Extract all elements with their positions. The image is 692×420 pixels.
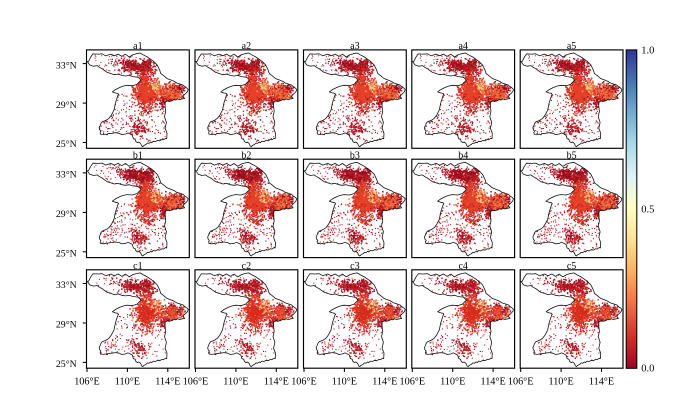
svg-text:106°E: 106°E (400, 376, 426, 387)
svg-text:106°E: 106°E (291, 376, 317, 387)
svg-text:110°E: 110°E (332, 376, 357, 387)
svg-text:0.5: 0.5 (641, 205, 654, 216)
svg-text:110°E: 110°E (548, 376, 573, 387)
svg-text:110°E: 110°E (440, 376, 465, 387)
svg-text:b1: b1 (133, 150, 143, 161)
svg-text:33°N: 33°N (56, 60, 77, 71)
svg-text:29°N: 29°N (56, 209, 77, 220)
svg-text:a5: a5 (567, 41, 576, 52)
svg-text:c5: c5 (567, 261, 576, 272)
svg-text:a2: a2 (242, 41, 251, 52)
svg-text:29°N: 29°N (56, 100, 77, 111)
svg-text:110°E: 110°E (223, 376, 248, 387)
svg-text:c3: c3 (350, 261, 359, 272)
svg-text:a1: a1 (133, 41, 142, 52)
svg-text:25°N: 25°N (56, 359, 77, 370)
svg-text:c1: c1 (133, 261, 142, 272)
svg-text:c2: c2 (242, 261, 251, 272)
svg-text:b2: b2 (241, 150, 251, 161)
svg-text:a3: a3 (350, 41, 359, 52)
svg-text:114°E: 114°E (155, 376, 180, 387)
svg-text:114°E: 114°E (372, 376, 397, 387)
svg-text:b3: b3 (350, 150, 360, 161)
svg-text:33°N: 33°N (56, 280, 77, 291)
svg-text:1.0: 1.0 (641, 45, 654, 56)
svg-text:b5: b5 (567, 150, 577, 161)
svg-text:114°E: 114°E (264, 376, 289, 387)
svg-text:106°E: 106°E (508, 376, 534, 387)
svg-text:106°E: 106°E (74, 376, 100, 387)
svg-text:110°E: 110°E (115, 376, 140, 387)
svg-text:25°N: 25°N (56, 139, 77, 150)
svg-text:25°N: 25°N (56, 249, 77, 260)
svg-text:106°E: 106°E (183, 376, 209, 387)
svg-text:114°E: 114°E (589, 376, 614, 387)
svg-text:b4: b4 (458, 150, 468, 161)
svg-text:c4: c4 (458, 261, 467, 272)
svg-text:a4: a4 (458, 41, 467, 52)
svg-text:33°N: 33°N (56, 170, 77, 181)
svg-text:114°E: 114°E (480, 376, 505, 387)
svg-text:29°N: 29°N (56, 320, 77, 331)
svg-text:0.0: 0.0 (641, 364, 654, 375)
